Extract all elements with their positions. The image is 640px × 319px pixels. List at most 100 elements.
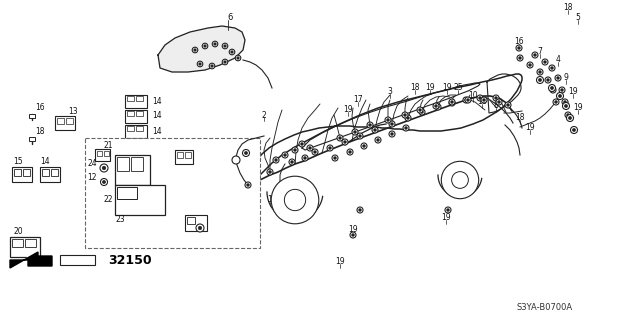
Circle shape <box>236 55 241 61</box>
Circle shape <box>516 45 522 51</box>
Circle shape <box>214 43 216 45</box>
Text: 19: 19 <box>348 226 358 234</box>
Circle shape <box>557 77 559 79</box>
Text: 19: 19 <box>425 84 435 93</box>
Circle shape <box>314 151 316 153</box>
Text: 21: 21 <box>103 140 113 150</box>
Circle shape <box>377 139 380 141</box>
Circle shape <box>433 103 439 109</box>
Bar <box>125 125 147 138</box>
Circle shape <box>557 93 563 100</box>
Text: 19: 19 <box>573 103 583 113</box>
Circle shape <box>542 59 548 65</box>
Circle shape <box>547 79 549 81</box>
Circle shape <box>552 89 554 91</box>
Text: 14: 14 <box>152 112 162 121</box>
Circle shape <box>553 99 559 105</box>
Circle shape <box>222 43 228 49</box>
Bar <box>12 167 32 182</box>
Text: 13: 13 <box>68 108 78 116</box>
Text: 14: 14 <box>40 158 50 167</box>
Circle shape <box>435 105 437 108</box>
Circle shape <box>568 116 572 120</box>
Circle shape <box>194 49 196 51</box>
Bar <box>127 111 134 116</box>
Circle shape <box>342 139 348 145</box>
Circle shape <box>332 155 338 161</box>
Bar <box>125 95 147 108</box>
Circle shape <box>518 47 520 49</box>
Circle shape <box>267 169 273 175</box>
Text: 32150: 32150 <box>108 254 152 266</box>
Circle shape <box>372 127 378 133</box>
Circle shape <box>538 78 541 82</box>
Circle shape <box>555 101 557 103</box>
Bar <box>60 255 95 265</box>
Circle shape <box>555 75 561 81</box>
Circle shape <box>307 145 313 151</box>
Bar <box>136 141 143 146</box>
Circle shape <box>375 137 381 143</box>
Circle shape <box>403 125 409 131</box>
Circle shape <box>291 161 293 163</box>
Bar <box>115 155 150 185</box>
Text: S3YA-B0700A: S3YA-B0700A <box>517 303 573 313</box>
Circle shape <box>199 63 201 65</box>
Circle shape <box>452 172 468 188</box>
Circle shape <box>566 114 570 116</box>
Circle shape <box>479 97 481 99</box>
Circle shape <box>467 99 469 101</box>
Circle shape <box>244 152 248 155</box>
Text: 19: 19 <box>343 106 353 115</box>
Circle shape <box>404 127 407 129</box>
Circle shape <box>445 207 451 213</box>
Circle shape <box>570 127 577 133</box>
Bar <box>125 110 147 123</box>
Bar <box>95 149 110 161</box>
Circle shape <box>357 207 363 213</box>
Circle shape <box>358 209 362 211</box>
Circle shape <box>367 122 373 128</box>
Polygon shape <box>10 252 52 268</box>
Bar <box>187 217 195 224</box>
Circle shape <box>302 155 308 161</box>
Text: 19: 19 <box>335 257 345 266</box>
Circle shape <box>477 95 483 101</box>
Circle shape <box>351 234 355 236</box>
Bar <box>12 239 23 247</box>
Bar <box>51 169 58 176</box>
Bar <box>115 185 165 215</box>
Circle shape <box>299 141 305 147</box>
Bar <box>185 152 191 158</box>
Circle shape <box>449 100 455 106</box>
Bar <box>23 169 30 176</box>
Text: 14: 14 <box>152 97 162 106</box>
Circle shape <box>275 159 277 161</box>
Circle shape <box>436 106 439 108</box>
Bar <box>66 118 73 124</box>
Circle shape <box>451 101 453 103</box>
Text: 16: 16 <box>514 38 524 47</box>
Circle shape <box>465 99 467 101</box>
Circle shape <box>284 154 286 156</box>
Circle shape <box>231 51 233 53</box>
Circle shape <box>385 117 391 123</box>
Text: 19: 19 <box>525 123 535 132</box>
Circle shape <box>374 129 376 131</box>
Circle shape <box>349 151 351 153</box>
Text: 16: 16 <box>35 103 45 113</box>
Circle shape <box>237 57 239 59</box>
Circle shape <box>527 62 533 68</box>
Circle shape <box>565 112 571 118</box>
Circle shape <box>405 115 411 121</box>
Circle shape <box>495 97 497 99</box>
Circle shape <box>539 70 541 73</box>
Circle shape <box>550 87 556 93</box>
Circle shape <box>572 129 575 131</box>
Circle shape <box>550 67 554 69</box>
Circle shape <box>301 143 303 145</box>
Circle shape <box>202 43 208 49</box>
Circle shape <box>273 157 279 163</box>
Bar <box>97 151 102 156</box>
Circle shape <box>387 119 389 121</box>
